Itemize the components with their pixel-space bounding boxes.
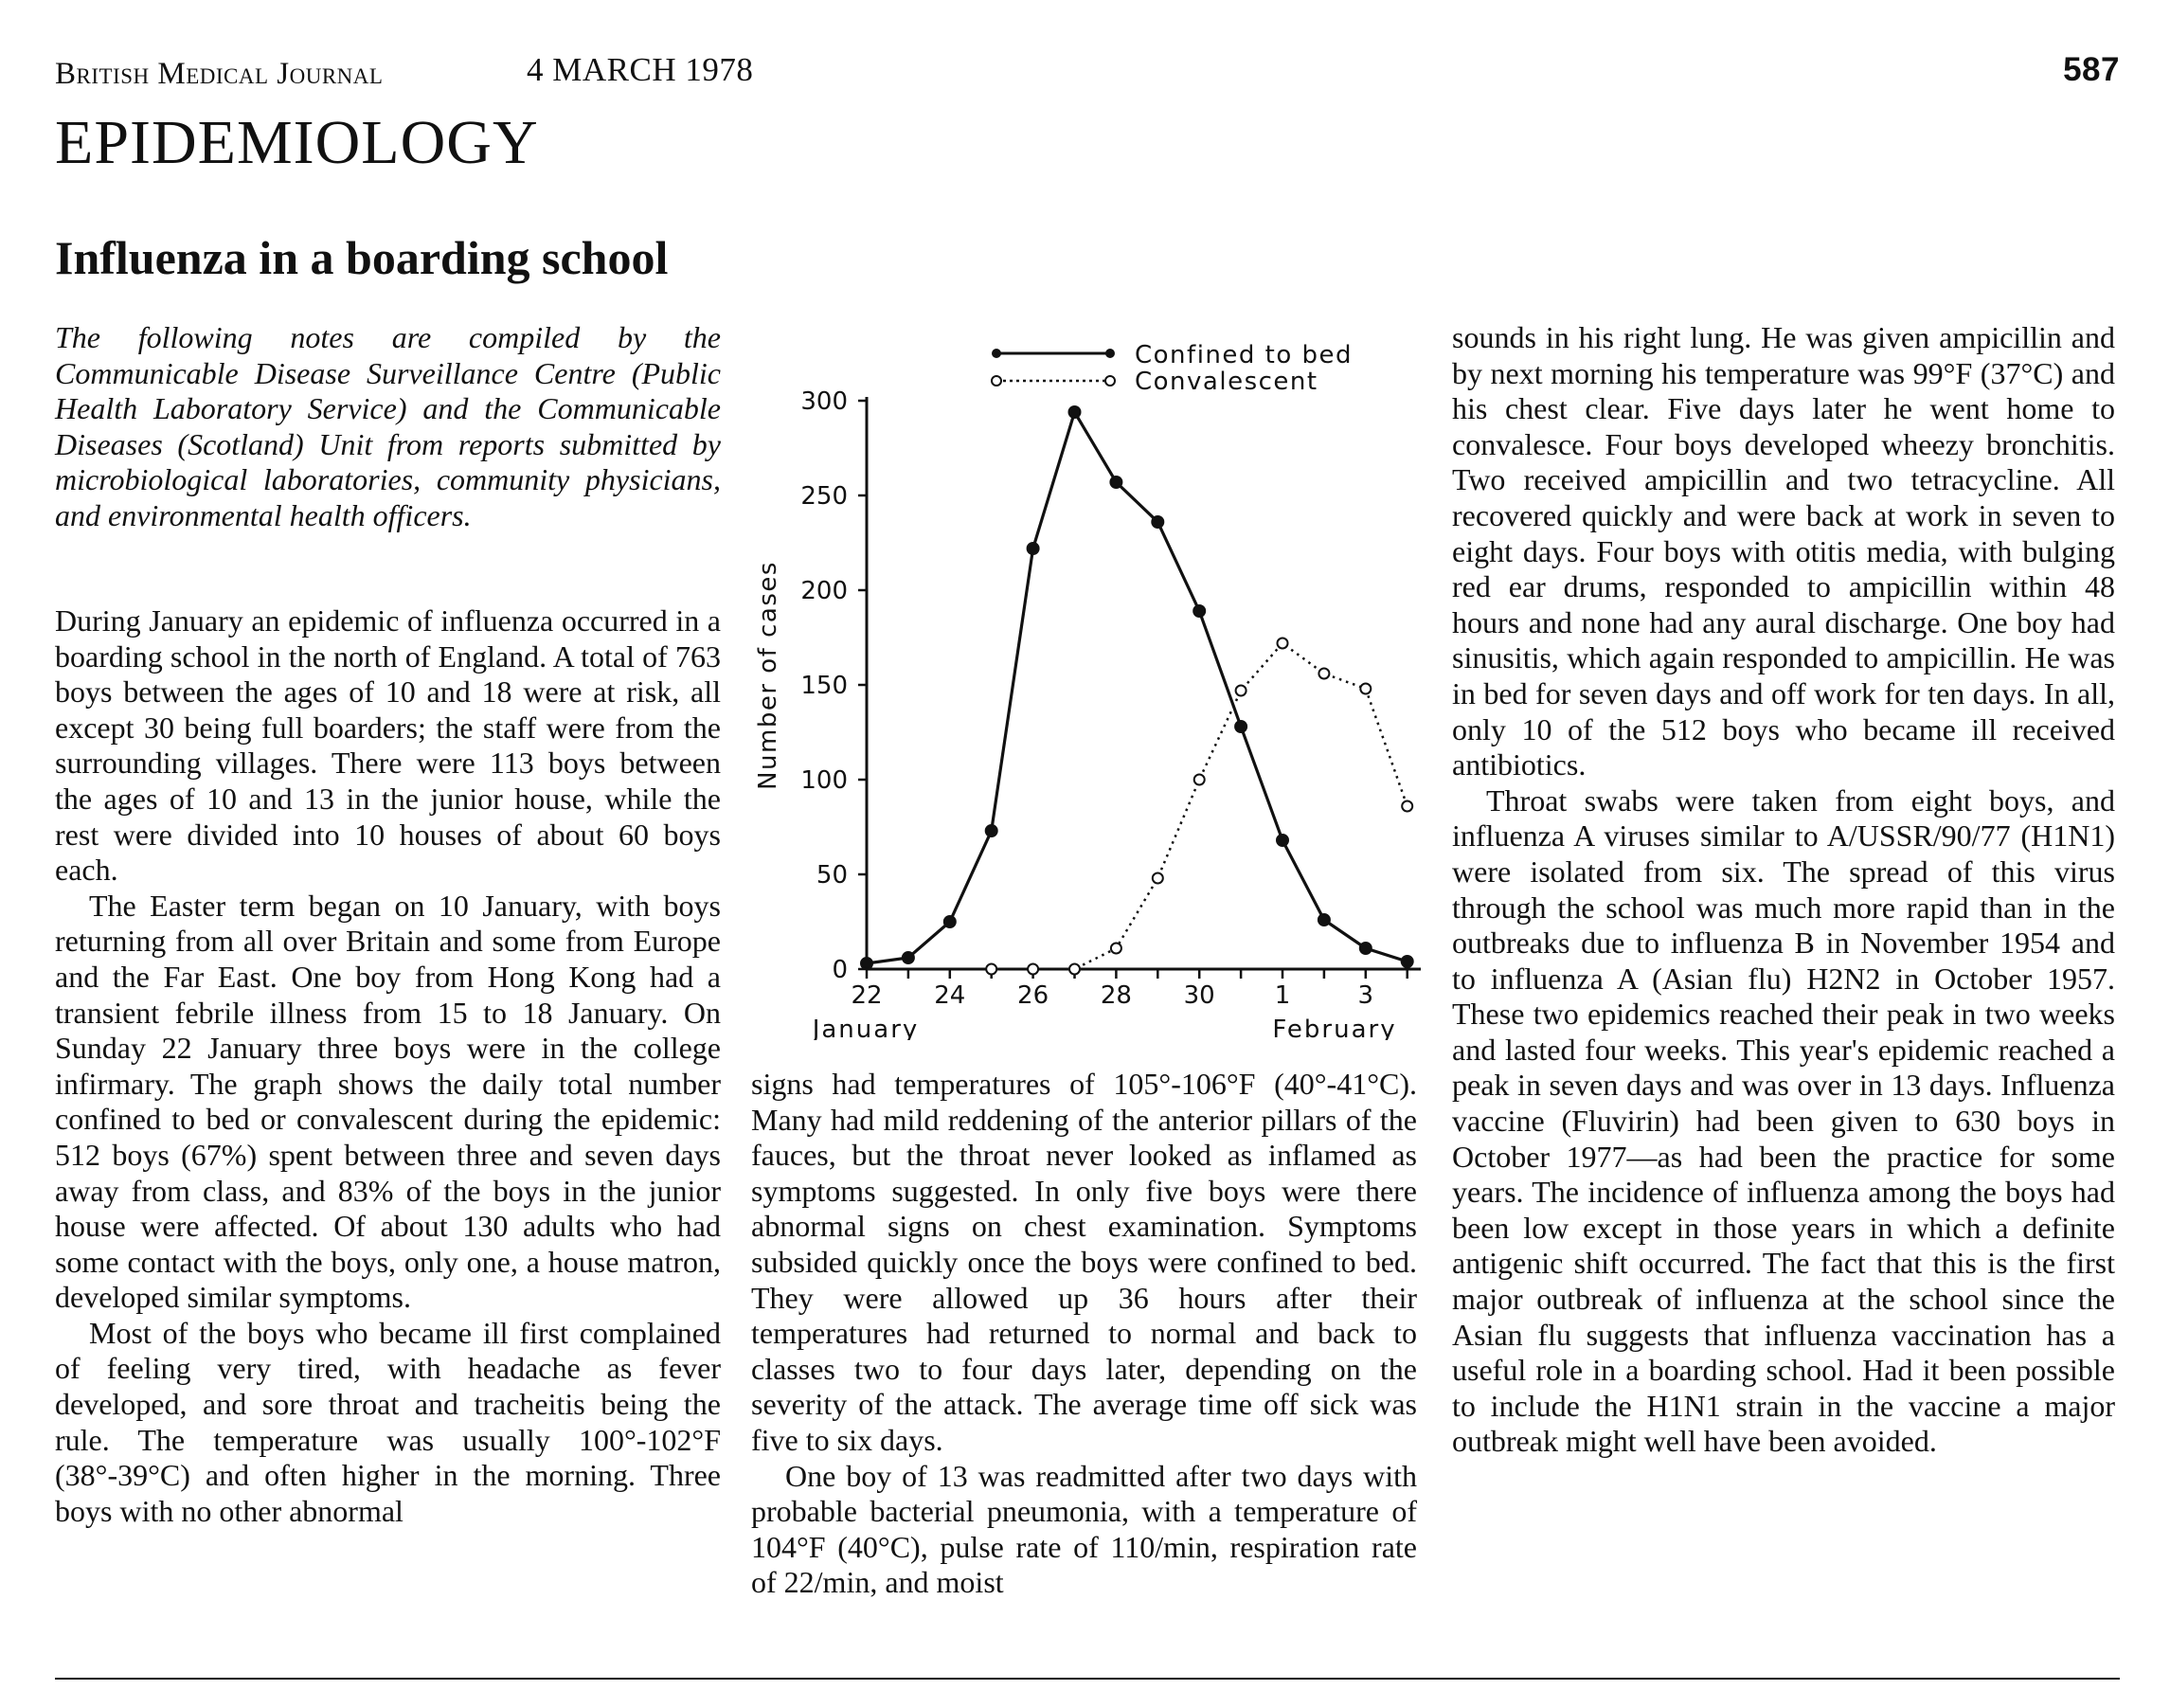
paragraph: Most of the boys who became ill first co… bbox=[55, 1315, 721, 1528]
x-month-label-february: February bbox=[1272, 1016, 1396, 1040]
series-line-convalescent bbox=[991, 641, 1408, 971]
data-point-convalescent bbox=[1276, 637, 1289, 650]
data-point-confined bbox=[1358, 942, 1372, 955]
data-point-confined bbox=[1067, 405, 1082, 419]
y-tick-label: 0 bbox=[832, 956, 848, 984]
legend-marker-convalescent bbox=[1104, 375, 1116, 387]
data-point-convalescent bbox=[1151, 872, 1164, 885]
paragraph: Throat swabs were taken from eight boys,… bbox=[1452, 782, 2115, 1459]
data-point-convalescent bbox=[1068, 962, 1081, 976]
data-point-confined bbox=[1151, 515, 1165, 529]
page-number: 587 bbox=[2063, 51, 2120, 88]
body-column-right: sounds in his right lung. He was given a… bbox=[1452, 320, 2115, 1460]
data-point-convalescent bbox=[1109, 942, 1122, 955]
data-point-convalescent bbox=[985, 962, 998, 976]
y-tick-label: 300 bbox=[800, 387, 848, 416]
journal-name: British Medical Journal bbox=[55, 57, 384, 91]
data-point-confined bbox=[1317, 913, 1331, 926]
data-point-confined bbox=[1193, 604, 1207, 618]
x-month-label-january: January bbox=[811, 1016, 920, 1040]
epidemic-curve-chart: Confined to bed Convalescent Number of c… bbox=[754, 341, 1421, 1040]
bottom-rule bbox=[55, 1678, 2120, 1680]
y-axis-label: Number of cases bbox=[754, 561, 782, 790]
paragraph: One boy of 13 was readmitted after two d… bbox=[751, 1458, 1417, 1600]
paragraph: signs had temperatures of 105°-106°F (40… bbox=[751, 1067, 1417, 1457]
series-line-confined bbox=[866, 408, 1408, 965]
x-tick-label: 22 bbox=[851, 981, 882, 1010]
chart-axes: 0 50 100 150 200 250 300 22 24 26 28 30 1 3 bbox=[800, 387, 1421, 1010]
intro-notes: The following notes are compiled by the … bbox=[55, 320, 721, 532]
data-point-convalescent bbox=[1193, 773, 1206, 786]
data-point-confined bbox=[1109, 476, 1123, 489]
x-tick-label: 3 bbox=[1358, 981, 1374, 1010]
chart-legend: Confined to bed Convalescent bbox=[991, 341, 1353, 396]
data-point-convalescent bbox=[1318, 667, 1331, 680]
data-point-confined bbox=[942, 915, 957, 928]
legend-label-convalescent: Convalescent bbox=[1135, 368, 1318, 396]
data-point-confined bbox=[1026, 542, 1040, 555]
x-tick-label: 28 bbox=[1101, 981, 1132, 1010]
data-point-confined bbox=[1400, 955, 1414, 968]
section-title: EPIDEMIOLOGY bbox=[55, 108, 539, 177]
data-point-confined bbox=[901, 951, 915, 964]
x-tick-label: 24 bbox=[934, 981, 965, 1010]
data-point-convalescent bbox=[1027, 962, 1040, 976]
data-point-confined bbox=[860, 957, 873, 970]
x-tick-label: 30 bbox=[1184, 981, 1215, 1010]
x-tick-label: 1 bbox=[1275, 981, 1291, 1010]
y-tick-label: 100 bbox=[800, 766, 848, 795]
body-column-middle: signs had temperatures of 105°-106°F (40… bbox=[751, 1067, 1417, 1601]
paragraph: The Easter term began on 10 January, wit… bbox=[55, 888, 721, 1315]
legend-label-confined: Confined to bed bbox=[1135, 341, 1353, 369]
x-tick-label: 26 bbox=[1017, 981, 1049, 1010]
legend-marker-convalescent bbox=[991, 375, 1002, 387]
issue-date: 4 MARCH 1978 bbox=[527, 51, 754, 88]
y-tick-label: 200 bbox=[800, 577, 848, 605]
legend-marker-confined bbox=[992, 349, 1001, 358]
data-point-convalescent bbox=[1359, 682, 1372, 695]
legend-marker-confined bbox=[1105, 349, 1115, 358]
data-point-confined bbox=[984, 824, 998, 837]
data-point-confined bbox=[1234, 720, 1248, 733]
data-point-confined bbox=[1276, 834, 1289, 847]
data-point-convalescent bbox=[1401, 800, 1414, 813]
chart-series bbox=[860, 405, 1414, 976]
body-column-left: During January an epidemic of influenza … bbox=[55, 603, 721, 1529]
y-tick-label: 150 bbox=[800, 672, 848, 700]
paragraph: During January an epidemic of influenza … bbox=[55, 603, 721, 888]
article-title: Influenza in a boarding school bbox=[55, 231, 669, 284]
running-head: British Medical Journal 4 MARCH 1978 587 bbox=[55, 51, 2120, 99]
y-tick-label: 50 bbox=[816, 861, 848, 890]
paragraph: sounds in his right lung. He was given a… bbox=[1452, 320, 2115, 782]
y-tick-label: 250 bbox=[800, 482, 848, 511]
data-point-convalescent bbox=[1234, 684, 1247, 697]
